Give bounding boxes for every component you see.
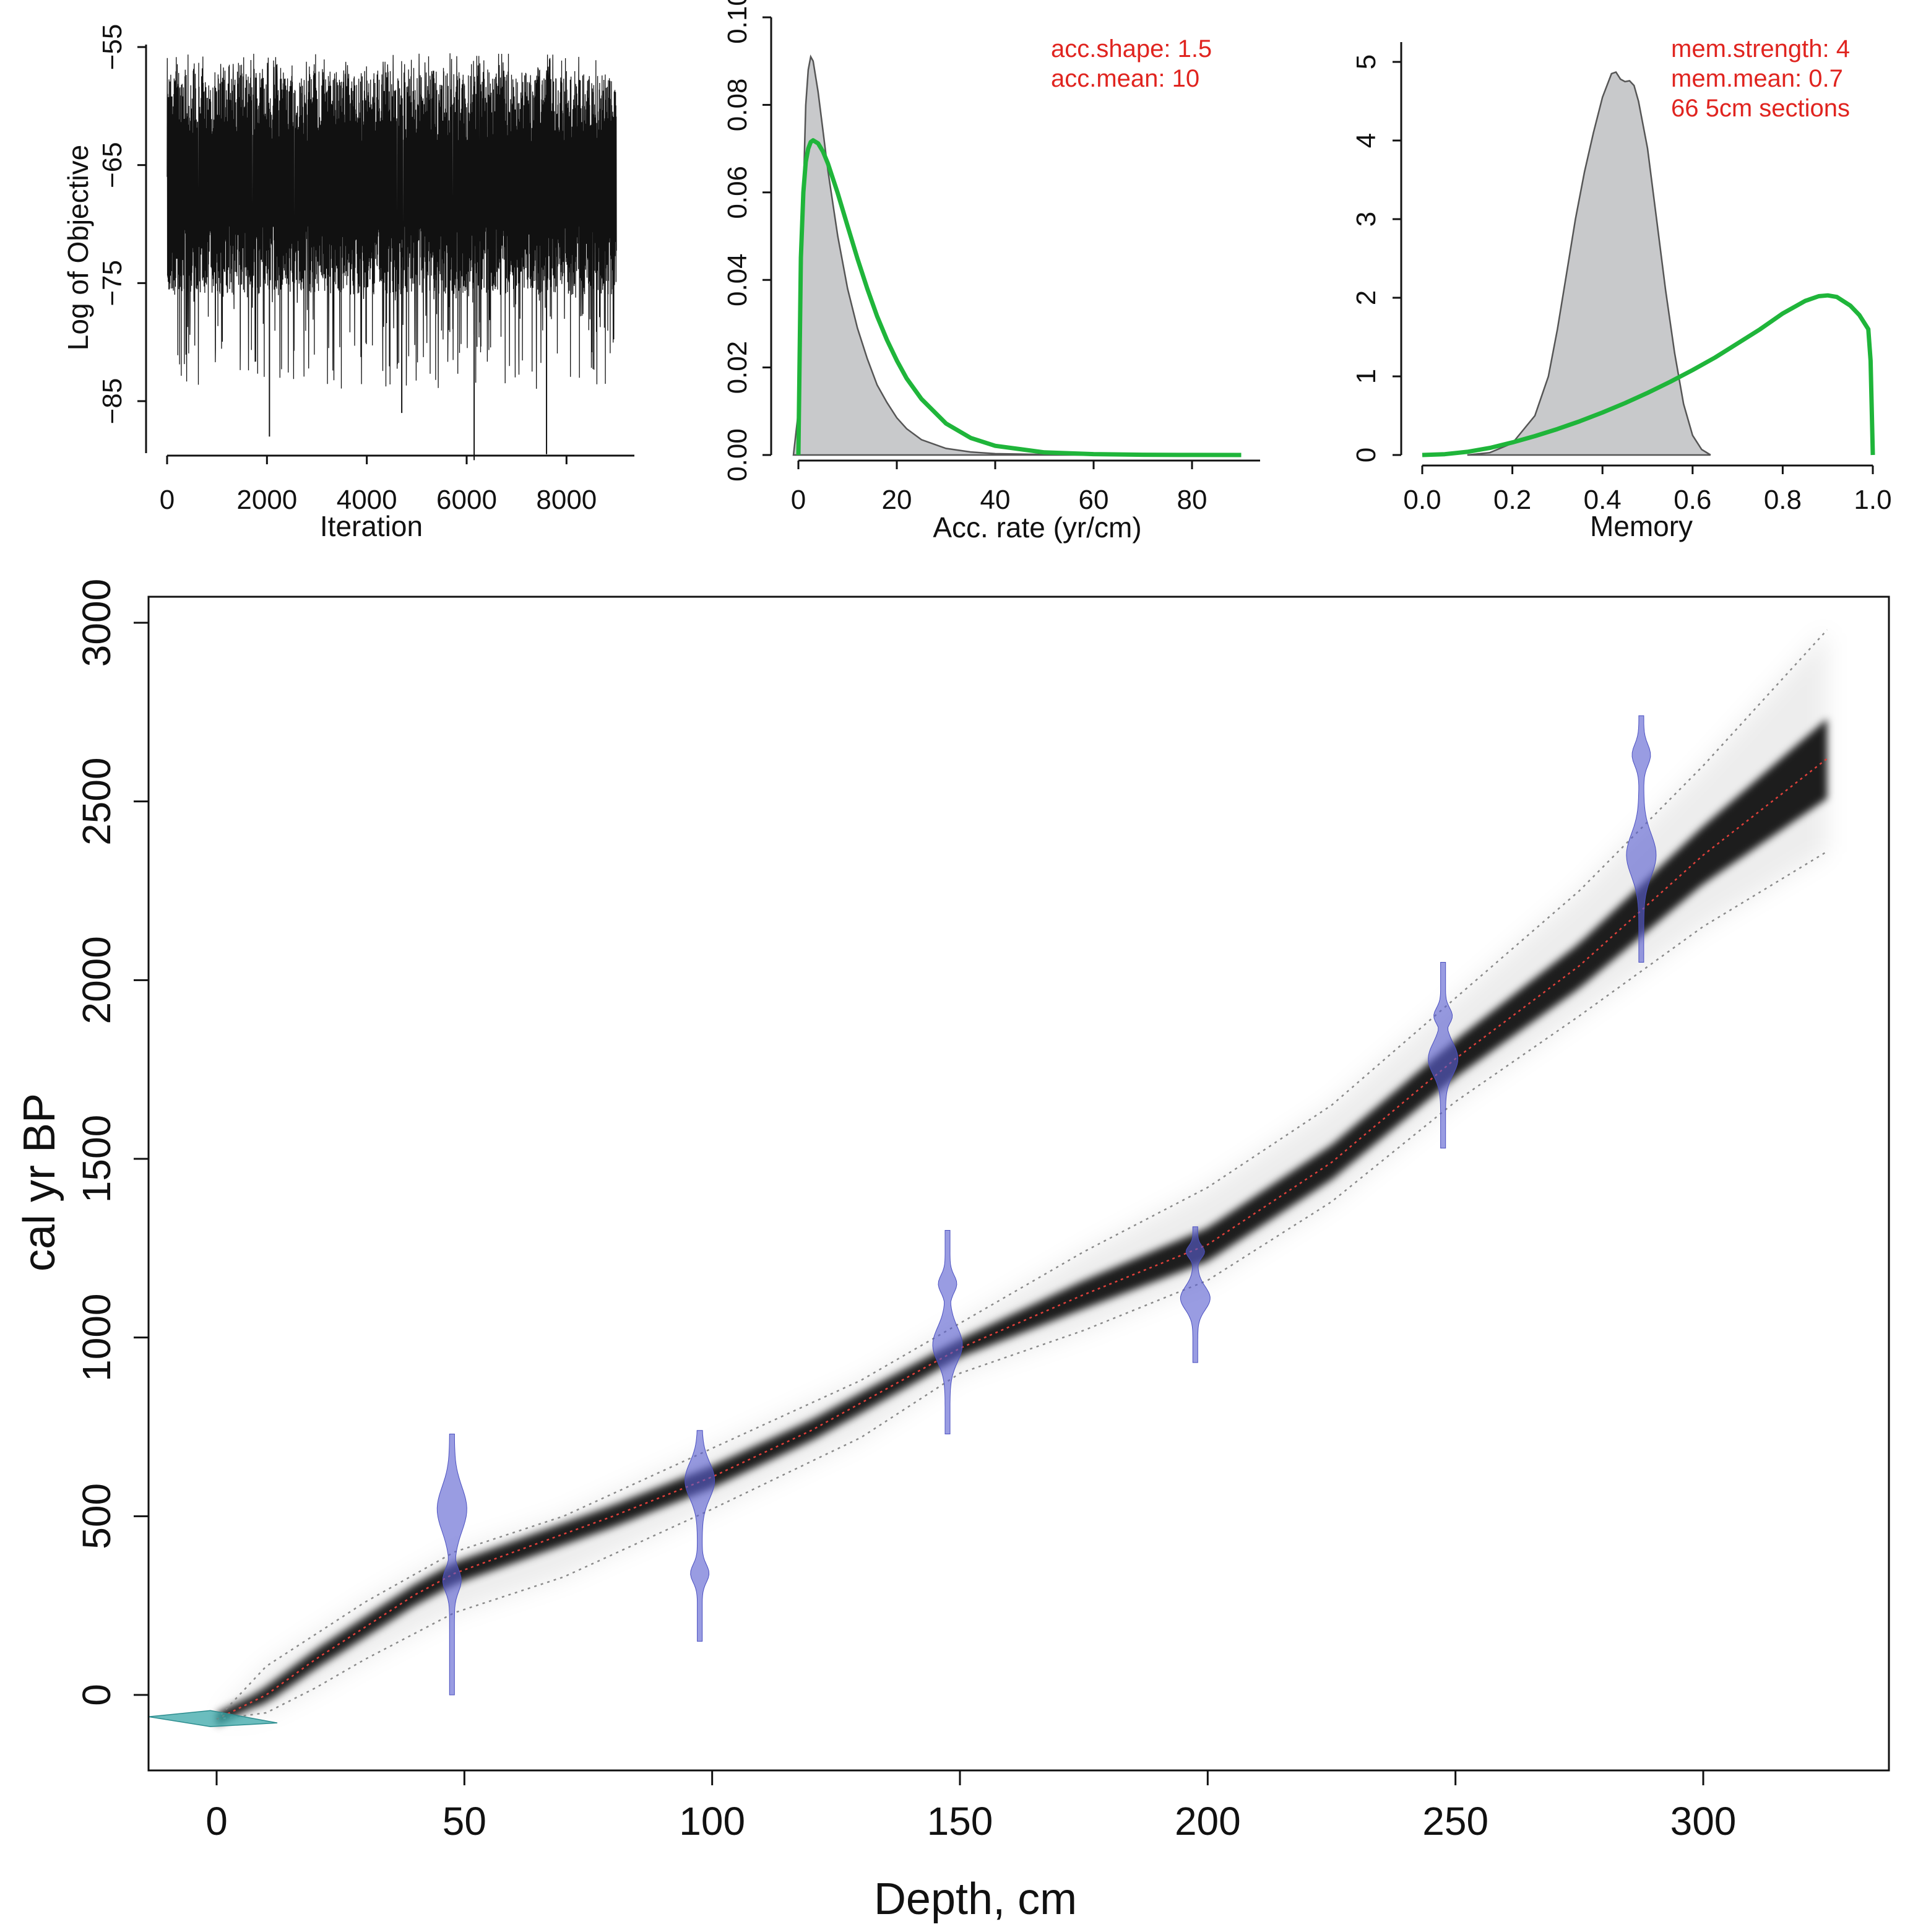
acc-x-ticks: 0 20 40 60 80 bbox=[791, 461, 1207, 515]
calibrated-date-1 bbox=[436, 1434, 467, 1696]
mem-y-tick-label: 4 bbox=[1351, 133, 1381, 148]
acc-y-tick-label: 0.06 bbox=[722, 166, 753, 219]
mem-x-tick-label: 0.6 bbox=[1674, 485, 1711, 515]
iteration-y-tick-label: −55 bbox=[97, 24, 127, 71]
age-model-gray-band bbox=[217, 630, 1828, 1726]
iteration-trace-line bbox=[166, 53, 617, 389]
iteration-y-tick-label: −85 bbox=[97, 378, 127, 425]
memory-series bbox=[1422, 71, 1875, 457]
acc-x-tick-label: 60 bbox=[1079, 485, 1109, 515]
calibrated-dates bbox=[148, 715, 1657, 1728]
mem-mean-annotation: mem.mean: 0.7 bbox=[1671, 65, 1843, 92]
mem-strength-annotation: mem.strength: 4 bbox=[1671, 35, 1850, 63]
mem-y-ticks: 0 1 2 3 4 5 bbox=[1351, 54, 1401, 462]
calibrated-date-5 bbox=[1428, 962, 1459, 1149]
age-y-tick-label: 2000 bbox=[74, 936, 119, 1024]
mem-x-tick-label: 0.2 bbox=[1493, 485, 1531, 515]
accumulation-rate-series bbox=[792, 54, 1242, 457]
depth-x-title: Depth, cm bbox=[874, 1874, 1077, 1924]
mem-y-tick-label: 3 bbox=[1351, 212, 1381, 227]
mem-sections-annotation: 66 5cm sections bbox=[1671, 95, 1850, 122]
acc-x-tick-label: 20 bbox=[882, 485, 912, 515]
iteration-x-tick-label: 6000 bbox=[436, 485, 497, 515]
acc-shape-annotation: acc.shape: 1.5 bbox=[1051, 35, 1212, 63]
acc-x-tick-label: 40 bbox=[980, 485, 1011, 515]
depth-x-tick-label: 300 bbox=[1670, 1799, 1737, 1843]
depth-x-tick-label: 50 bbox=[443, 1799, 486, 1843]
mem-y-tick-label: 1 bbox=[1351, 369, 1381, 384]
iteration-y-title: Log of Objective bbox=[62, 145, 94, 350]
age-model-core-band bbox=[217, 719, 1828, 1726]
acc-y-tick-label: 0.08 bbox=[722, 79, 753, 132]
mem-y-tick-label: 2 bbox=[1351, 290, 1381, 305]
age-model-lines bbox=[216, 629, 1828, 1720]
mem-x-title: Memory bbox=[1590, 510, 1693, 542]
acc-y-tick-label: 0.10 bbox=[722, 0, 753, 44]
iteration-x-tick-label: 2000 bbox=[236, 485, 297, 515]
mem-x-tick-label: 0.0 bbox=[1403, 485, 1441, 515]
age-y-tick-label: 0 bbox=[74, 1684, 119, 1706]
age-y-tick-label: 1000 bbox=[74, 1293, 119, 1381]
mem-prior-line bbox=[1422, 293, 1875, 457]
age-depth-panel: 0 500 1000 1500 2000 2500 3000 0 50 100 150 200 250… bbox=[15, 579, 1890, 1924]
depth-x-tick-label: 150 bbox=[927, 1799, 993, 1843]
iteration-y-tick-label: −75 bbox=[97, 260, 127, 306]
age-model-outer-band bbox=[217, 630, 1828, 1720]
acc-y-ticks: 0.00 0.02 0.04 0.06 0.08 0.10 bbox=[722, 0, 771, 482]
calibrated-date-6 bbox=[1626, 715, 1657, 963]
iteration-x-tick-label: 4000 bbox=[337, 485, 397, 515]
age-y-tick-label: 3000 bbox=[74, 579, 119, 667]
age-y-tick-label: 1500 bbox=[74, 1115, 119, 1203]
depth-x-tick-label: 0 bbox=[205, 1799, 228, 1843]
calibrated-date-2 bbox=[685, 1430, 715, 1642]
iteration-y-tick-label: −65 bbox=[97, 142, 127, 188]
upper-range-line bbox=[216, 629, 1828, 1720]
iteration-x-ticks: 0 2000 4000 6000 8000 bbox=[160, 456, 597, 515]
mem-x-ticks: 0.0 0.2 0.4 0.6 0.8 1.0 bbox=[1403, 466, 1892, 515]
mem-posterior-area bbox=[1467, 71, 1711, 456]
acc-mean-annotation: acc.mean: 10 bbox=[1051, 65, 1199, 92]
iteration-x-tick-label: 0 bbox=[160, 485, 175, 515]
age-depth-plot-frame bbox=[147, 596, 1890, 1772]
acc-x-tick-label: 80 bbox=[1177, 485, 1207, 515]
surface-date bbox=[148, 1710, 278, 1728]
age-y-title: cal yr BP bbox=[15, 1093, 64, 1271]
mem-x-tick-label: 0.4 bbox=[1584, 485, 1622, 515]
mem-x-tick-label: 1.0 bbox=[1854, 485, 1891, 515]
age-y-ticks: 0 500 1000 1500 2000 2500 3000 bbox=[74, 579, 149, 1706]
depth-x-ticks: 0 50 100 150 200 250 300 bbox=[205, 1770, 1736, 1843]
acc-x-tick-label: 0 bbox=[791, 485, 806, 515]
acc-prior-line bbox=[796, 138, 1242, 457]
mem-y-tick-label: 0 bbox=[1351, 448, 1381, 462]
memory-panel: 0 1 2 3 4 5 0.0 0.2 0.4 0.6 0.8 1.0 Memory mem.str… bbox=[1351, 35, 1892, 542]
iteration-x-tick-label: 8000 bbox=[536, 485, 597, 515]
calibrated-date-3 bbox=[932, 1230, 963, 1434]
depth-x-tick-label: 250 bbox=[1422, 1799, 1488, 1843]
acc-posterior-area bbox=[792, 54, 1242, 456]
iteration-trace bbox=[166, 53, 617, 461]
iteration-trace-panel: −55 −65 −75 −85 0 2000 4000 6000 8000 Iteration… bbox=[62, 24, 634, 542]
iteration-x-title: Iteration bbox=[320, 510, 423, 542]
depth-x-tick-label: 100 bbox=[679, 1799, 745, 1843]
depth-x-tick-label: 200 bbox=[1175, 1799, 1241, 1843]
mem-x-tick-label: 0.8 bbox=[1764, 485, 1802, 515]
accumulation-rate-panel: 0.00 0.02 0.04 0.06 0.08 0.10 0 20 40 60 80 Acc. … bbox=[722, 0, 1260, 544]
mem-y-tick-label: 5 bbox=[1351, 54, 1381, 69]
age-y-tick-label: 500 bbox=[74, 1483, 119, 1549]
acc-x-title: Acc. rate (yr/cm) bbox=[933, 511, 1141, 544]
acc-y-tick-label: 0.00 bbox=[722, 428, 753, 482]
iteration-y-ticks: −55 −65 −75 −85 bbox=[97, 24, 146, 425]
age-y-tick-label: 2500 bbox=[74, 757, 119, 845]
acc-y-tick-label: 0.02 bbox=[722, 341, 753, 394]
calibrated-date-4 bbox=[1180, 1226, 1211, 1363]
acc-y-tick-label: 0.04 bbox=[722, 253, 753, 306]
